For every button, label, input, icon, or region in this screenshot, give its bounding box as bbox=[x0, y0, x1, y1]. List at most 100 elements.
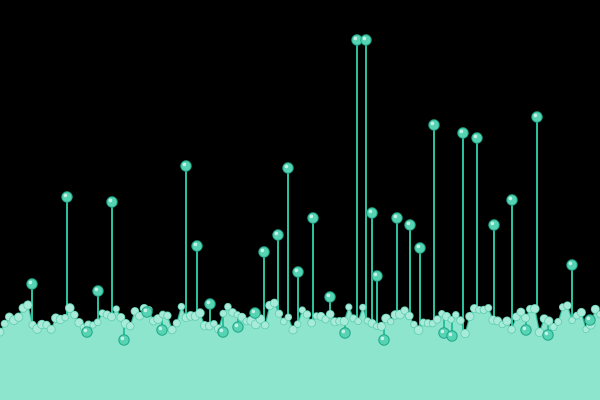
spike-peak-2[interactable] bbox=[361, 35, 371, 45]
baseline-data-point[interactable] bbox=[508, 326, 516, 334]
baseline-data-point[interactable] bbox=[71, 311, 79, 319]
baseline-data-point[interactable] bbox=[340, 317, 348, 325]
spike-marker-34[interactable] bbox=[489, 220, 499, 230]
spike-marker-28[interactable] bbox=[415, 243, 425, 253]
baseline-data-point[interactable] bbox=[466, 312, 474, 320]
spike-marker-highlight-30 bbox=[441, 330, 445, 334]
baseline-data-point[interactable] bbox=[555, 318, 562, 325]
baseline-data-point[interactable] bbox=[461, 329, 469, 337]
spike-marker-highlight-40 bbox=[587, 317, 591, 321]
spike-marker-highlight-7 bbox=[159, 327, 163, 331]
spike-6[interactable] bbox=[429, 120, 439, 130]
baseline-data-point[interactable] bbox=[355, 318, 362, 325]
baseline-data-point[interactable] bbox=[503, 317, 512, 326]
spike-marker-14[interactable] bbox=[259, 247, 269, 257]
baseline-data-point[interactable] bbox=[294, 321, 301, 328]
spike-marker-27[interactable] bbox=[405, 220, 415, 230]
spike-marker-17[interactable] bbox=[293, 267, 303, 277]
baseline-data-point[interactable] bbox=[564, 302, 572, 310]
baseline-data-point[interactable] bbox=[62, 314, 69, 321]
baseline-data-point[interactable] bbox=[168, 326, 176, 334]
spike-marker-5[interactable] bbox=[119, 335, 129, 345]
baseline-data-point[interactable] bbox=[126, 322, 134, 330]
spike-marker-39[interactable] bbox=[567, 260, 577, 270]
spike-marker-36[interactable] bbox=[521, 325, 531, 335]
spike-marker-highlight-11 bbox=[220, 329, 224, 333]
spike-marker-11[interactable] bbox=[218, 327, 228, 337]
spike-2[interactable] bbox=[62, 192, 72, 202]
baseline-data-point[interactable] bbox=[577, 308, 585, 316]
baseline-data-point[interactable] bbox=[47, 325, 55, 333]
spike-marker-highlight-8 bbox=[183, 163, 187, 167]
spike-4[interactable] bbox=[181, 161, 191, 171]
spike-marker-12[interactable] bbox=[233, 322, 243, 332]
baseline-data-point[interactable] bbox=[94, 319, 101, 326]
spike-marker-23[interactable] bbox=[367, 208, 377, 218]
spike-8[interactable] bbox=[472, 133, 482, 143]
spike-marker-3[interactable] bbox=[93, 286, 103, 296]
baseline-data-point[interactable] bbox=[457, 317, 465, 325]
spike-marker-31[interactable] bbox=[447, 331, 457, 341]
spike-stems bbox=[32, 40, 590, 340]
baseline-data-point[interactable] bbox=[261, 321, 268, 328]
spike-1[interactable] bbox=[27, 279, 37, 289]
baseline-data-point[interactable] bbox=[346, 304, 352, 310]
baseline-data-point[interactable] bbox=[196, 309, 205, 318]
spike-marker-highlight-29 bbox=[431, 122, 435, 126]
baseline-data-point[interactable] bbox=[270, 299, 278, 307]
spike-marker-19[interactable] bbox=[325, 292, 335, 302]
baseline-data-point[interactable] bbox=[24, 301, 32, 309]
baseline-data-point[interactable] bbox=[308, 319, 316, 327]
baseline-data-point[interactable] bbox=[113, 306, 119, 312]
baseline-data-point[interactable] bbox=[178, 303, 185, 310]
baseline-data-point[interactable] bbox=[303, 311, 311, 319]
spike-marker-13[interactable] bbox=[250, 308, 260, 318]
spike-marker-2[interactable] bbox=[82, 327, 92, 337]
baseline-data-point[interactable] bbox=[164, 312, 172, 320]
spike-marker-highlight-15 bbox=[275, 232, 279, 236]
spike-3[interactable] bbox=[107, 197, 117, 207]
baseline-data-point[interactable] bbox=[285, 314, 292, 321]
spike-marker-highlight-17 bbox=[295, 269, 299, 273]
spike-marker-highlight-22 bbox=[363, 37, 367, 41]
spike-marker-26[interactable] bbox=[392, 213, 402, 223]
spike-marker-20[interactable] bbox=[340, 328, 350, 338]
baseline-data-point[interactable] bbox=[405, 312, 413, 320]
baseline-data-point[interactable] bbox=[1, 320, 8, 327]
baseline-data-point[interactable] bbox=[485, 304, 492, 311]
spike-marker-6[interactable] bbox=[142, 307, 152, 317]
spike-marker-10[interactable] bbox=[205, 299, 215, 309]
baseline-data-point[interactable] bbox=[360, 304, 367, 311]
spike-marker-highlight-16 bbox=[285, 165, 289, 169]
spike-marker-7[interactable] bbox=[157, 325, 167, 335]
spike-marker-38[interactable] bbox=[543, 330, 553, 340]
baseline-data-point[interactable] bbox=[173, 320, 180, 327]
spike-marker-highlight-4 bbox=[109, 199, 113, 203]
spike-7[interactable] bbox=[458, 128, 468, 138]
spike-marker-24[interactable] bbox=[372, 271, 382, 281]
spike-5[interactable] bbox=[283, 163, 293, 173]
baseline-data-point[interactable] bbox=[433, 316, 441, 324]
baseline-data-point[interactable] bbox=[387, 318, 393, 324]
spike-9[interactable] bbox=[532, 112, 542, 122]
spike-marker-25[interactable] bbox=[379, 335, 389, 345]
baseline-data-point[interactable] bbox=[597, 311, 600, 318]
baseline-data-point[interactable] bbox=[108, 313, 116, 321]
baseline-data-point[interactable] bbox=[326, 310, 334, 318]
baseline-data-point[interactable] bbox=[414, 326, 423, 335]
baseline-data-point[interactable] bbox=[275, 310, 282, 317]
baseline-data-point[interactable] bbox=[220, 310, 227, 317]
spike-marker-highlight-31 bbox=[449, 333, 453, 337]
spike-marker-15[interactable] bbox=[273, 230, 283, 240]
spike-marker-35[interactable] bbox=[507, 195, 517, 205]
baseline-data-point[interactable] bbox=[522, 314, 530, 322]
baseline-data-point[interactable] bbox=[14, 313, 23, 322]
baseline-data-point[interactable] bbox=[377, 322, 385, 330]
baseline-data-point[interactable] bbox=[531, 304, 540, 313]
spike-marker-40[interactable] bbox=[585, 315, 595, 325]
spike-marker-highlight-26 bbox=[394, 215, 398, 219]
spike-marker-highlight-37 bbox=[534, 114, 538, 118]
spike-marker-18[interactable] bbox=[308, 213, 318, 223]
spike-marker-highlight-25 bbox=[381, 337, 385, 341]
spike-marker-9[interactable] bbox=[192, 241, 202, 251]
